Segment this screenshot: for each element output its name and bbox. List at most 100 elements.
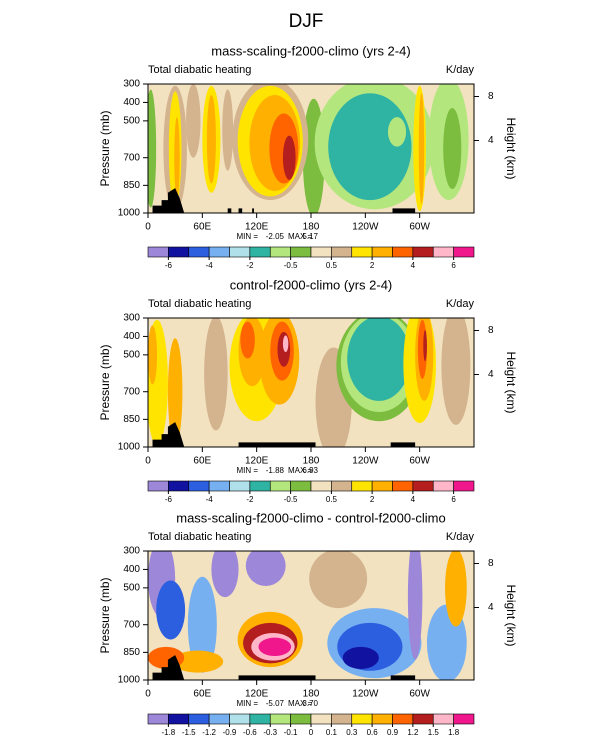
- colorbar-box: [290, 246, 312, 258]
- contour-fill: [309, 551, 368, 609]
- colorbar-label: 0.5: [326, 495, 338, 504]
- colorbar-box: [208, 246, 230, 258]
- x-tick-label: 0: [145, 689, 151, 700]
- max-value: 3.70: [302, 699, 318, 708]
- x-tick-label: 60W: [409, 456, 430, 467]
- contour-fill: [211, 551, 239, 598]
- colorbar-box: [310, 713, 332, 725]
- colorbar-box: [147, 480, 169, 492]
- contour-fill: [282, 135, 296, 180]
- y-tick-label: 850: [123, 180, 140, 191]
- colorbar-box: [188, 480, 210, 492]
- y2-tick-label: 4: [488, 369, 494, 380]
- colorbar-label: 6: [451, 261, 456, 270]
- contour-fill: [148, 325, 158, 385]
- colorbar-label: 0.5: [326, 261, 338, 270]
- colorbar-box: [432, 246, 454, 258]
- colorbar-label: -4: [206, 261, 214, 270]
- x-tick-label: 120W: [352, 222, 379, 233]
- colorbar-box: [290, 713, 312, 725]
- y2-axis-label: Height (km): [504, 351, 518, 413]
- contour-fill: [187, 576, 217, 673]
- colorbar-label: -2: [246, 261, 254, 270]
- colorbar-box: [351, 246, 373, 258]
- topography: [238, 208, 243, 213]
- colorbar-label: 1.2: [407, 728, 419, 737]
- y-tick-label: 300: [123, 313, 140, 324]
- colorbar-label: 4: [411, 495, 416, 504]
- y2-axis-label: Height (km): [504, 584, 518, 646]
- topography: [390, 442, 416, 447]
- contour-fill: [407, 551, 423, 660]
- colorbar-label: -0.5: [284, 261, 298, 270]
- contour-fill: [245, 551, 286, 587]
- contour-fill: [445, 551, 467, 627]
- y-axis-label: Pressure (mb): [98, 577, 112, 653]
- x-tick-label: 180: [303, 456, 320, 467]
- colorbar-label: 0.9: [387, 728, 399, 737]
- field: [148, 84, 474, 213]
- topography: [152, 422, 185, 447]
- contour-fill: [328, 93, 412, 201]
- colorbar-box: [412, 480, 434, 492]
- topography: [392, 208, 416, 213]
- contour-fill: [441, 318, 471, 425]
- colorbar-label: 0.6: [367, 728, 379, 737]
- x-tick-label: 60W: [409, 222, 430, 233]
- y2-tick-label: 8: [488, 558, 494, 569]
- contour-fill: [387, 117, 407, 147]
- contour-fill: [222, 89, 234, 171]
- left-label: Total diabatic heating: [148, 298, 251, 310]
- max-text: MAX =: [288, 699, 313, 708]
- contour-fill: [172, 650, 224, 673]
- y-tick-label: 1000: [118, 442, 141, 453]
- colorbar-box: [269, 246, 291, 258]
- colorbar-label: 2: [370, 261, 375, 270]
- colorbar-box: [331, 713, 353, 725]
- colorbar-label: -1.2: [202, 728, 216, 737]
- x-tick-label: 60E: [193, 222, 211, 233]
- y-tick-label: 400: [123, 97, 140, 108]
- colorbar-box: [168, 246, 190, 258]
- x-tick-label: 120W: [352, 689, 379, 700]
- topography: [152, 655, 185, 680]
- colorbar-label: 2: [370, 495, 375, 504]
- contour-fill: [347, 318, 411, 401]
- min-text: MIN =: [236, 232, 258, 241]
- contour-fill: [186, 84, 201, 158]
- colorbar-label: 6: [451, 495, 456, 504]
- max-value: 6.93: [302, 466, 318, 475]
- colorbar-box: [168, 713, 190, 725]
- colorbar-label: 0: [309, 728, 314, 737]
- colorbar-box: [331, 480, 353, 492]
- colorbar-box: [371, 246, 393, 258]
- contour-fill: [204, 318, 228, 431]
- y-tick-label: 850: [123, 647, 140, 658]
- colorbar-box: [351, 480, 373, 492]
- colorbar-label: -0.6: [243, 728, 257, 737]
- y-tick-label: 500: [123, 115, 140, 126]
- colorbar-label: 4: [411, 261, 416, 270]
- contour-fill: [418, 93, 425, 204]
- colorbar-box: [208, 480, 230, 492]
- y-tick-label: 850: [123, 414, 140, 425]
- colorbar-box: [331, 246, 353, 258]
- y-tick-label: 700: [123, 386, 140, 397]
- colorbar-box: [453, 246, 475, 258]
- colorbar-box: [269, 480, 291, 492]
- y-tick-label: 500: [123, 349, 140, 360]
- colorbar-label: -0.3: [263, 728, 277, 737]
- y-axis-label: Pressure (mb): [98, 344, 112, 420]
- colorbar-box: [147, 246, 169, 258]
- x-tick-label: 180: [303, 222, 320, 233]
- max-value: 5.17: [302, 232, 318, 241]
- colorbar-box: [310, 480, 332, 492]
- y-tick-label: 500: [123, 582, 140, 593]
- figure-title: DJF: [289, 11, 324, 32]
- x-tick-label: 120E: [245, 689, 269, 700]
- max-text: MAX =: [288, 466, 313, 475]
- colorbar-box: [249, 246, 271, 258]
- contour-fill: [258, 637, 292, 657]
- y-tick-label: 700: [123, 619, 140, 630]
- colorbar-box: [208, 713, 230, 725]
